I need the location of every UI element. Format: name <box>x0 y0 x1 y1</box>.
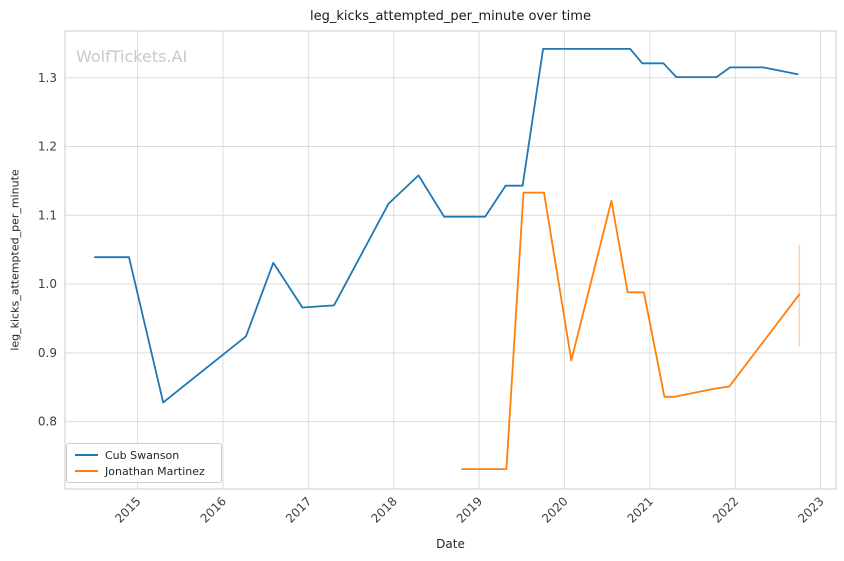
legend: Cub Swanson Jonathan Martinez <box>66 443 222 483</box>
legend-item: Cub Swanson <box>75 449 213 462</box>
x-tick-label: 2022 <box>710 494 741 525</box>
x-tick-label: 2015 <box>112 494 143 525</box>
series-line <box>94 48 799 404</box>
x-tick-label: 2018 <box>368 494 399 525</box>
x-tick-label: 2017 <box>283 494 314 525</box>
y-axis-label: leg_kicks_attempted_per_minute <box>8 169 22 351</box>
x-tick-label: 2016 <box>198 494 229 525</box>
legend-line-sample <box>75 470 98 472</box>
chart-title: leg_kicks_attempted_per_minute over time <box>310 9 591 24</box>
x-tick-label: 2023 <box>795 494 826 525</box>
legend-label: Jonathan Martinez <box>105 464 205 478</box>
legend-line-sample <box>75 454 98 456</box>
y-tick-label: 1.3 <box>38 71 57 85</box>
plot-border <box>64 30 837 490</box>
x-tick-label: 2020 <box>539 494 570 525</box>
x-axis-label: Date <box>436 537 465 551</box>
series-line <box>461 191 801 471</box>
y-tick-label: 0.8 <box>38 415 57 429</box>
legend-label: Cub Swanson <box>105 448 180 462</box>
x-tick-label: 2021 <box>624 494 655 525</box>
watermark: WolfTickets.AI <box>76 47 188 66</box>
legend-item: Jonathan Martinez <box>75 465 213 478</box>
y-tick-label: 1.2 <box>38 140 57 154</box>
y-tick-label: 1.0 <box>38 277 57 291</box>
x-tick-label: 2019 <box>454 494 485 525</box>
y-tick-label: 1.1 <box>38 208 57 222</box>
y-tick-label: 0.9 <box>38 346 57 360</box>
